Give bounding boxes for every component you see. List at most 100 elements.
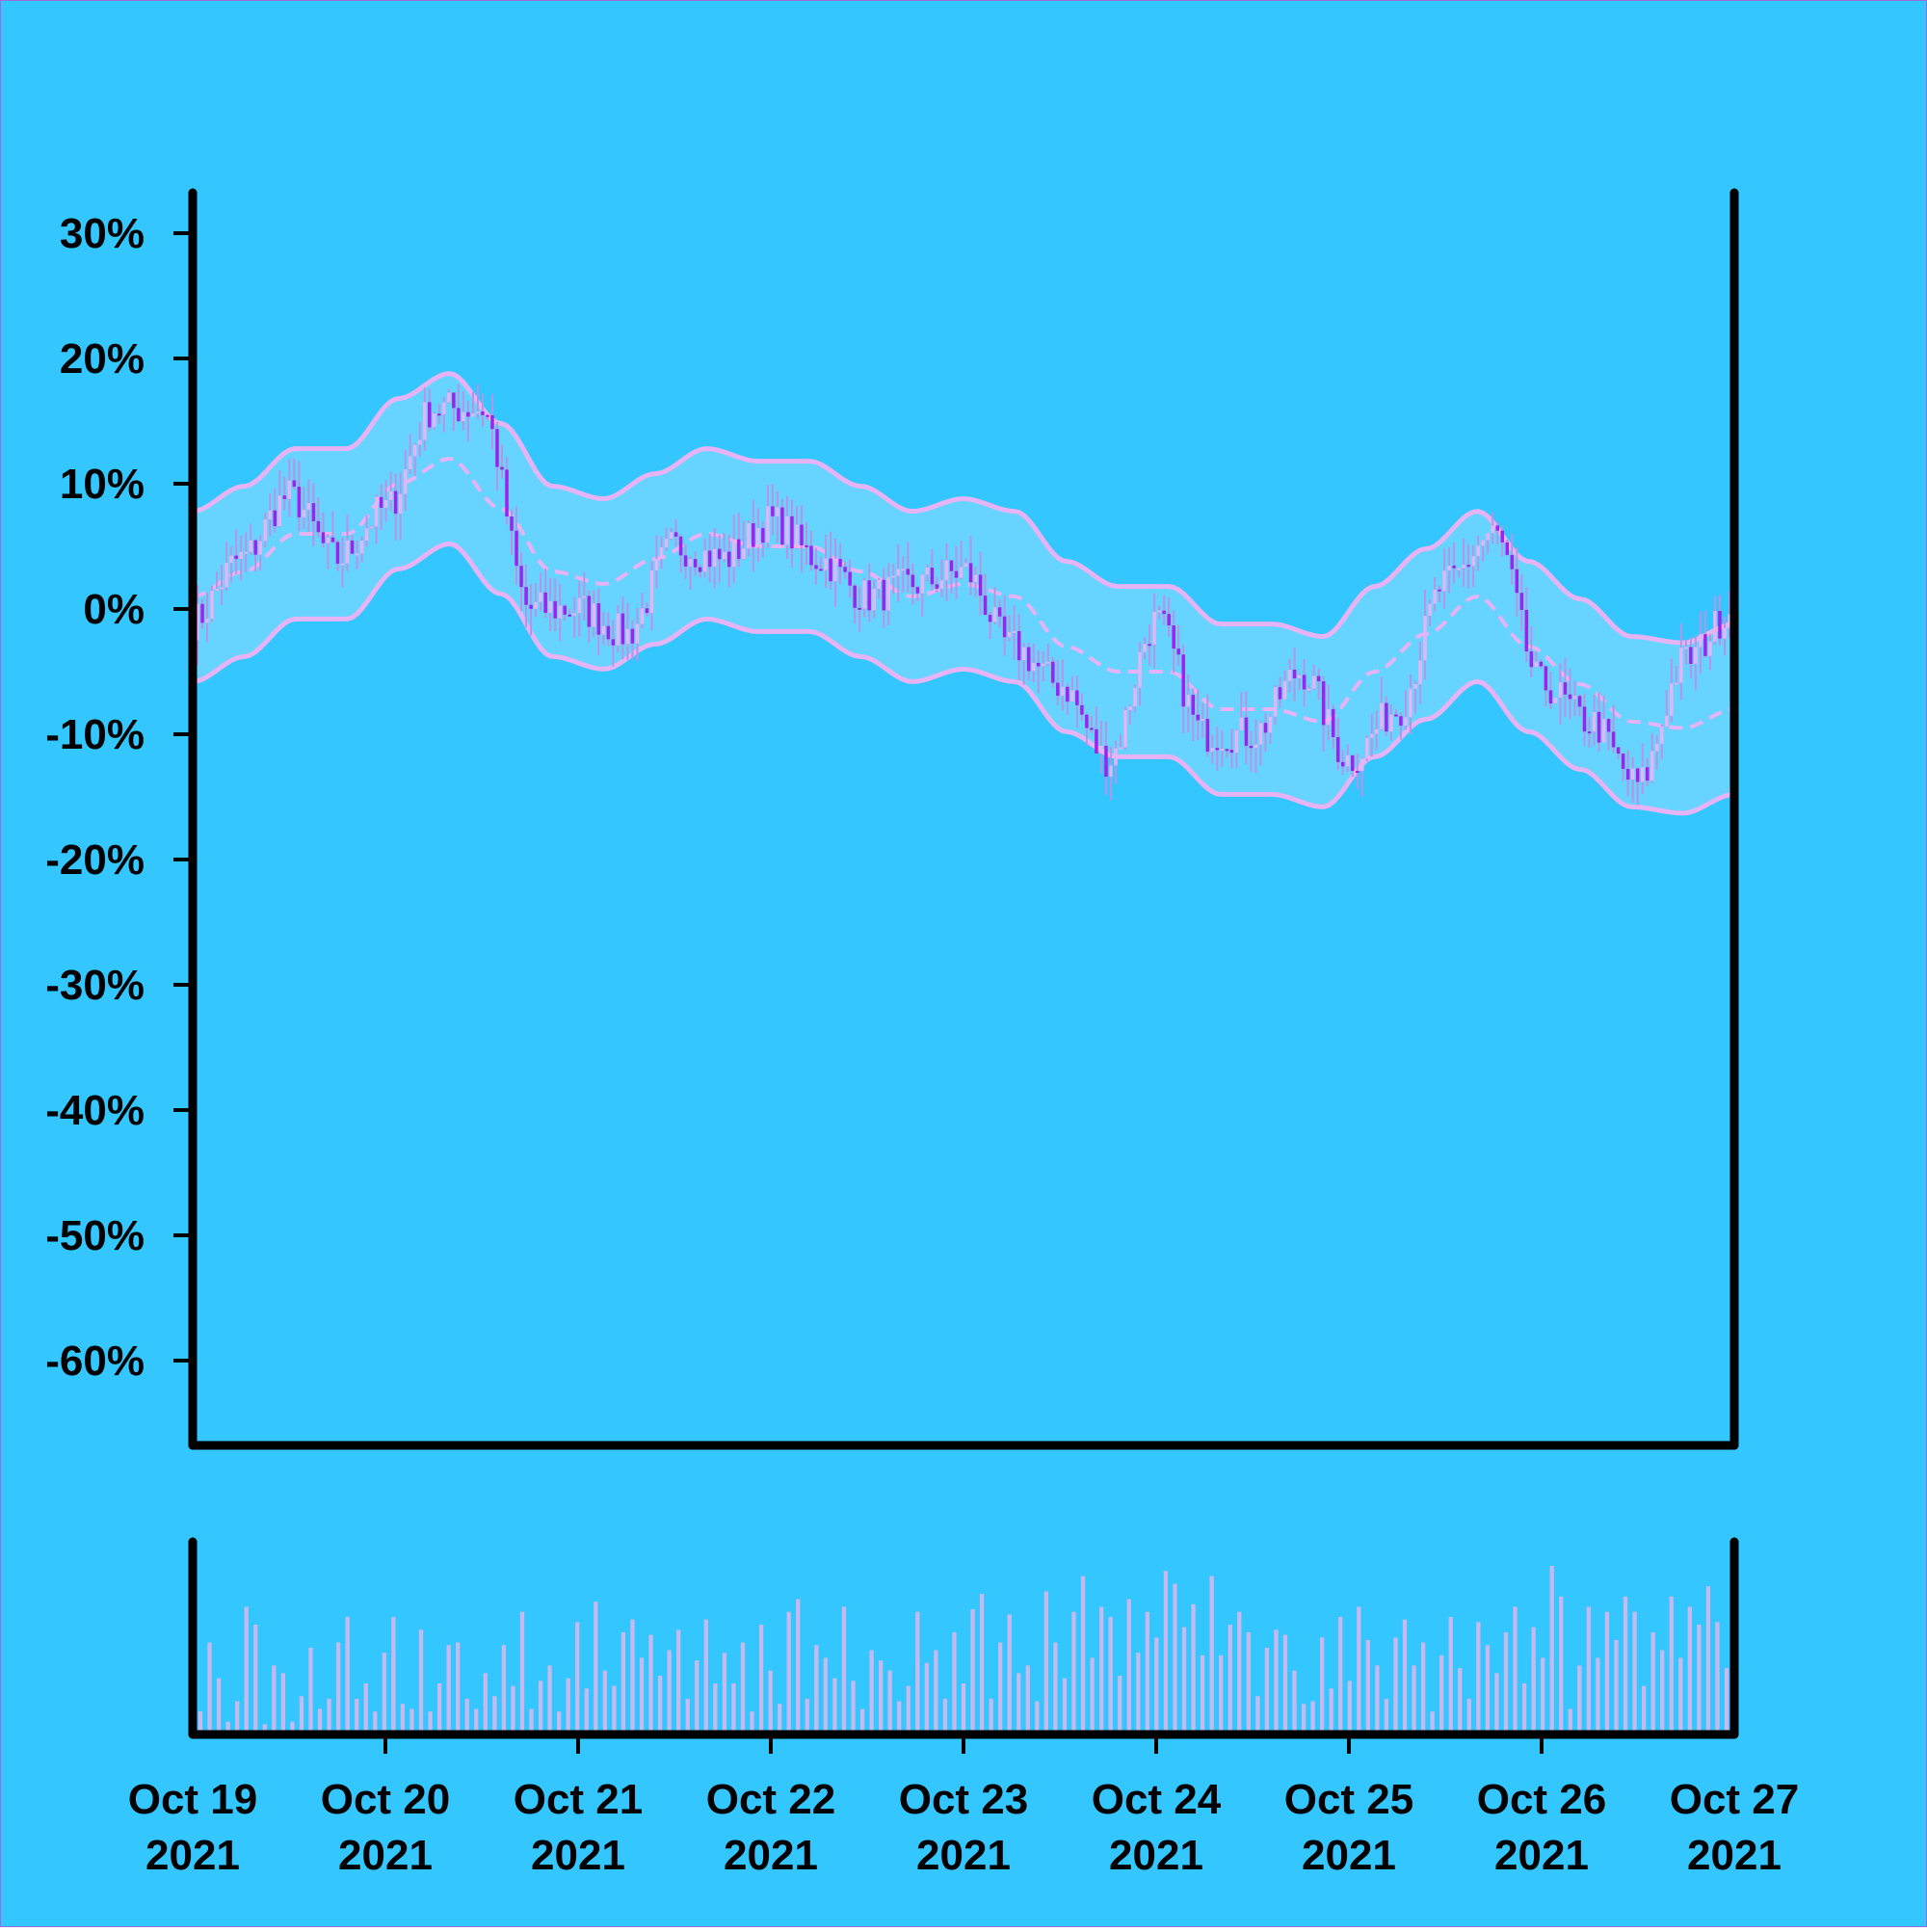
candle-body bbox=[944, 560, 949, 581]
candle-body bbox=[1356, 771, 1359, 774]
volume-bar bbox=[538, 1681, 543, 1734]
candle-body bbox=[1409, 688, 1412, 718]
candle-body bbox=[1176, 648, 1180, 655]
candle-body bbox=[620, 613, 625, 645]
volume-bar bbox=[529, 1708, 534, 1734]
candle-body bbox=[1476, 545, 1480, 557]
volume-bar bbox=[1365, 1639, 1371, 1734]
volume-bar bbox=[1586, 1606, 1592, 1734]
candle-body bbox=[1297, 675, 1302, 678]
candle-body bbox=[1090, 728, 1094, 730]
volume-bar bbox=[887, 1670, 892, 1734]
candle-body bbox=[433, 413, 436, 428]
candle-body bbox=[1273, 687, 1278, 717]
volume-bar bbox=[363, 1682, 368, 1734]
candle-body bbox=[1442, 570, 1446, 592]
volume-bar bbox=[594, 1601, 598, 1734]
candle-body bbox=[1500, 530, 1504, 543]
volume-bar bbox=[1219, 1654, 1224, 1734]
candle-body bbox=[306, 503, 311, 511]
candle-body bbox=[949, 560, 954, 571]
candle-body bbox=[707, 550, 712, 568]
candle-body bbox=[244, 551, 248, 554]
candle-body bbox=[766, 506, 770, 543]
candle-body bbox=[543, 592, 547, 614]
candle-body bbox=[886, 576, 891, 611]
candle-body bbox=[673, 532, 678, 537]
candle-body bbox=[1389, 714, 1393, 732]
candle-body bbox=[437, 413, 441, 416]
candle-body bbox=[297, 487, 302, 517]
candle-body bbox=[423, 402, 427, 440]
volume-bar bbox=[1154, 1637, 1159, 1734]
y-tick-label: -40% bbox=[45, 1087, 145, 1134]
candle-body bbox=[1611, 731, 1616, 748]
volume-bar bbox=[235, 1701, 240, 1734]
volume-bar bbox=[1246, 1631, 1251, 1734]
volume-bar bbox=[1596, 1657, 1600, 1734]
candle-body bbox=[1104, 745, 1108, 778]
candle-body bbox=[1718, 610, 1722, 639]
candle-body bbox=[1331, 708, 1335, 737]
candle-body bbox=[587, 595, 592, 627]
y-tick-label: 20% bbox=[60, 335, 145, 383]
candle-body bbox=[229, 555, 233, 564]
volume-bar bbox=[1043, 1591, 1049, 1734]
x-tick-label-year: 2021 bbox=[724, 1832, 818, 1879]
candle-body bbox=[742, 548, 746, 560]
candle-body bbox=[737, 539, 741, 560]
candle-body bbox=[659, 547, 664, 560]
candle-body bbox=[524, 587, 528, 605]
candle-body bbox=[273, 510, 277, 527]
candle-body bbox=[1385, 702, 1388, 732]
candle-body bbox=[568, 614, 571, 617]
candle-body bbox=[1394, 714, 1398, 717]
volume-bar bbox=[1678, 1657, 1683, 1734]
volume-bar bbox=[373, 1711, 378, 1734]
candle-body bbox=[1438, 589, 1441, 592]
candle-body bbox=[330, 537, 335, 543]
volume-bar bbox=[1503, 1631, 1509, 1734]
volume-bar bbox=[1521, 1682, 1527, 1734]
volume-bar bbox=[805, 1698, 809, 1734]
volume-bar bbox=[620, 1631, 626, 1734]
volume-bar bbox=[1650, 1631, 1655, 1734]
volume-bar bbox=[308, 1647, 313, 1734]
candle-body bbox=[761, 528, 765, 543]
candle-body bbox=[1225, 749, 1229, 752]
candle-body bbox=[1229, 750, 1234, 754]
candle-body bbox=[1220, 749, 1225, 752]
x-tick-label-date: Oct 26 bbox=[1477, 1776, 1607, 1823]
candle-body bbox=[282, 495, 287, 499]
candle-body bbox=[1529, 651, 1534, 668]
volume-bar bbox=[667, 1650, 672, 1734]
candle-body bbox=[654, 559, 659, 570]
volume-bar bbox=[1568, 1708, 1572, 1734]
axes: 30% 20% 10% 0% -10% -20% -30% -40% -50% -60% Oct 1… bbox=[45, 188, 1799, 1879]
candle-body bbox=[1582, 706, 1587, 732]
x-tick-label-year: 2021 bbox=[1109, 1832, 1203, 1879]
candle-body bbox=[258, 541, 262, 555]
volume-bar bbox=[409, 1708, 414, 1734]
candle-body bbox=[939, 580, 944, 589]
candle-body bbox=[824, 558, 828, 570]
volume-bar bbox=[272, 1665, 277, 1734]
candle-body bbox=[534, 601, 538, 609]
candle-body bbox=[1066, 686, 1069, 702]
candle-body bbox=[515, 530, 518, 567]
candle-body bbox=[1452, 565, 1456, 569]
volume-bar bbox=[1173, 1583, 1177, 1734]
volume-bar bbox=[1191, 1603, 1196, 1734]
candle-body bbox=[220, 587, 224, 590]
candle-body bbox=[1109, 765, 1113, 778]
volume-bar bbox=[1163, 1571, 1169, 1734]
candle-body bbox=[920, 574, 925, 594]
candle-body bbox=[1133, 687, 1137, 707]
candle-body bbox=[316, 520, 321, 533]
volume-bar bbox=[225, 1721, 230, 1734]
candle-body bbox=[877, 579, 881, 589]
candle-body bbox=[1471, 556, 1475, 567]
volume-bar bbox=[1329, 1688, 1333, 1734]
candle-body bbox=[973, 574, 978, 583]
candle-body bbox=[669, 532, 673, 539]
